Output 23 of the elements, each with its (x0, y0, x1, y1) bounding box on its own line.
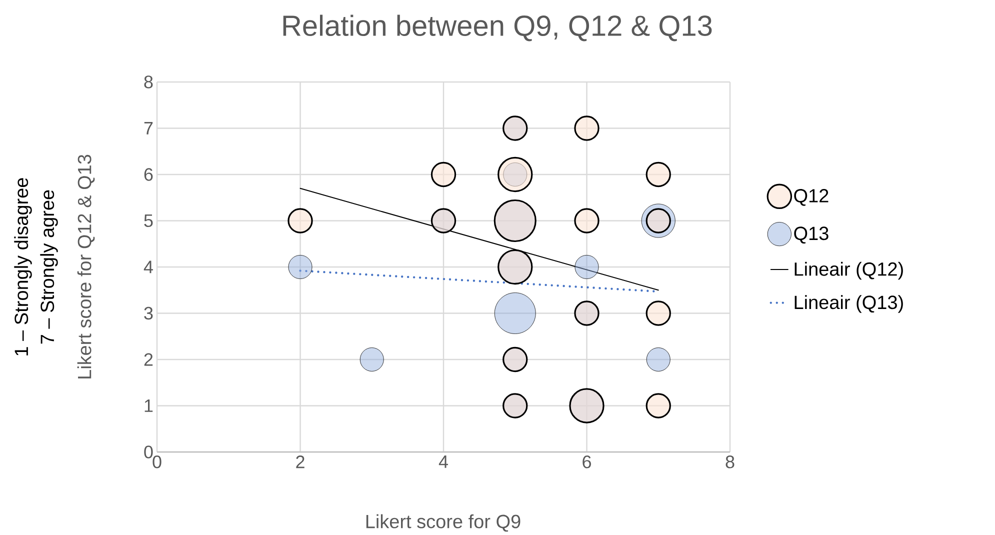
legend-label: Q12 (794, 189, 828, 206)
y-tick-label: 7 (144, 122, 153, 134)
y-tick-label: 2 (144, 353, 153, 366)
text: 7 – Strongly agree (40, 190, 58, 344)
x-tick-label: 2 (296, 456, 304, 468)
legend-label: Q13 (794, 226, 828, 244)
legend-label: Lineair (Q13) (794, 295, 903, 313)
text: 1 – Strongly disagree (14, 178, 32, 356)
x-axis-title: Likert score for Q9 (366, 514, 520, 532)
y-tick-label: 3 (144, 306, 153, 320)
x-tick-label: 4 (438, 456, 448, 468)
x-tick-label: 0 (152, 456, 162, 468)
legend-label: Lineair (Q12) (794, 262, 903, 280)
y-axis-title: Likert score for Q12 & Q13 (77, 154, 95, 378)
x-tick-label: 6 (582, 456, 591, 468)
y-tick-label: 1 (144, 400, 153, 412)
x-tick-label: 8 (726, 456, 734, 468)
y-tick-label: 6 (144, 168, 153, 181)
y-tick-label: 8 (144, 76, 153, 88)
y-tick-label: 4 (144, 260, 153, 274)
y-tick-label: 0 (144, 446, 153, 458)
y-tick-label: 5 (144, 214, 153, 228)
chart-title: Relation between Q9, Q12 & Q13 (283, 14, 712, 42)
